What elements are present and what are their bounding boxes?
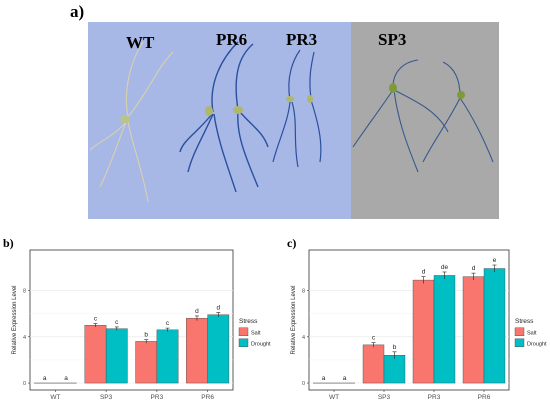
significance-letter: d: [472, 265, 476, 272]
x-tick-label: PR6: [478, 394, 491, 401]
panel-c-label: c): [287, 236, 297, 250]
seedling-pr6: [179, 41, 269, 193]
legend-key: [514, 338, 525, 348]
bar: [135, 341, 158, 384]
chart-b: 0 4 8 Relative Expression Level WT a a SP3 c c PR3…: [12, 249, 271, 401]
legend-label: Salt: [251, 330, 261, 336]
photo-right-background: [351, 22, 499, 219]
photo-label-pr3: PR3: [286, 30, 317, 49]
photo-label-wt: WT: [126, 33, 155, 52]
significance-letter: c: [372, 335, 376, 342]
significance-letter: c: [94, 315, 98, 322]
seedling-sp3: [352, 59, 494, 173]
y-axis-title: Relative Expression Level: [12, 285, 18, 354]
bar: [105, 328, 128, 384]
bar: [207, 314, 230, 384]
seedling-photo: WT PR6 PR3 SP3: [88, 22, 499, 219]
significance-letter: de: [441, 264, 449, 271]
significance-letter: b: [144, 332, 148, 339]
photo-left-background: [88, 22, 351, 219]
bar: [156, 329, 179, 384]
photo-label-sp3: SP3: [378, 30, 406, 49]
bar: [362, 344, 385, 384]
bar: [186, 318, 208, 384]
legend-label: Salt: [527, 330, 537, 336]
significance-letter: c: [115, 319, 119, 326]
y-tick-label: 0: [302, 381, 305, 387]
chart-c: 0 4 8 Relative Expression Level WT a a SP3 c b PR3…: [291, 249, 547, 401]
bar: [433, 275, 456, 384]
x-tick-label: SP3: [378, 394, 391, 401]
bar: [462, 276, 485, 384]
bar: [84, 325, 107, 384]
legend-title: Stress: [239, 318, 258, 325]
legend-title: Stress: [515, 318, 534, 325]
panel-b-label: b): [3, 236, 14, 250]
legend-label: Drought: [527, 341, 547, 347]
y-tick-label: 0: [23, 381, 26, 387]
x-tick-label: PR3: [428, 394, 441, 401]
panel-a-label: a): [70, 2, 85, 21]
significance-letter: e: [493, 257, 497, 264]
significance-letter: b: [393, 344, 397, 351]
x-tick-label: PR3: [151, 394, 164, 401]
significance-letter: d: [195, 308, 199, 315]
y-tick-label: 4: [302, 335, 305, 341]
bar: [383, 355, 406, 384]
legend-key: [238, 338, 249, 348]
significance-letter: a: [343, 375, 347, 382]
x-tick-label: SP3: [100, 394, 113, 401]
bar: [412, 279, 435, 384]
y-tick-label: 4: [23, 335, 26, 341]
significance-letter: c: [166, 320, 170, 327]
legend-key: [238, 327, 249, 337]
bar: [483, 268, 506, 384]
legend-label: Drought: [251, 341, 271, 347]
seedling-pr3: [272, 49, 322, 168]
photo-label-pr6: PR6: [216, 30, 247, 49]
significance-letter: a: [322, 375, 326, 382]
significance-letter: d: [216, 304, 220, 311]
significance-letter: a: [43, 375, 47, 382]
legend-key: [514, 327, 525, 337]
significance-letter: d: [422, 269, 426, 276]
x-tick-label: WT: [50, 394, 60, 401]
y-tick-label: 8: [302, 288, 305, 294]
x-tick-label: PR6: [201, 394, 214, 401]
x-tick-label: WT: [329, 394, 339, 401]
y-axis-title: Relative Expression Level: [291, 285, 297, 354]
significance-letter: a: [64, 375, 68, 382]
seedling-wt: [89, 41, 174, 203]
seedling-photo-drawing: WT PR6 PR3 SP3: [88, 22, 499, 219]
y-tick-label: 8: [23, 288, 26, 294]
